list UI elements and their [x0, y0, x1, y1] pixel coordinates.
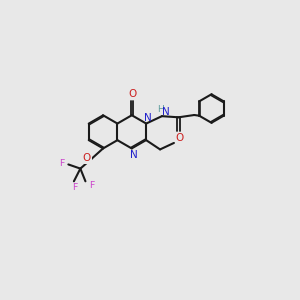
Text: O: O — [129, 89, 137, 99]
Text: F: F — [89, 181, 94, 190]
Text: F: F — [72, 183, 77, 192]
Text: F: F — [59, 158, 64, 167]
Text: O: O — [175, 133, 184, 143]
Text: N: N — [162, 106, 170, 116]
Text: N: N — [144, 113, 152, 123]
Text: O: O — [82, 153, 90, 163]
Text: H: H — [158, 105, 164, 114]
Text: N: N — [130, 149, 138, 160]
